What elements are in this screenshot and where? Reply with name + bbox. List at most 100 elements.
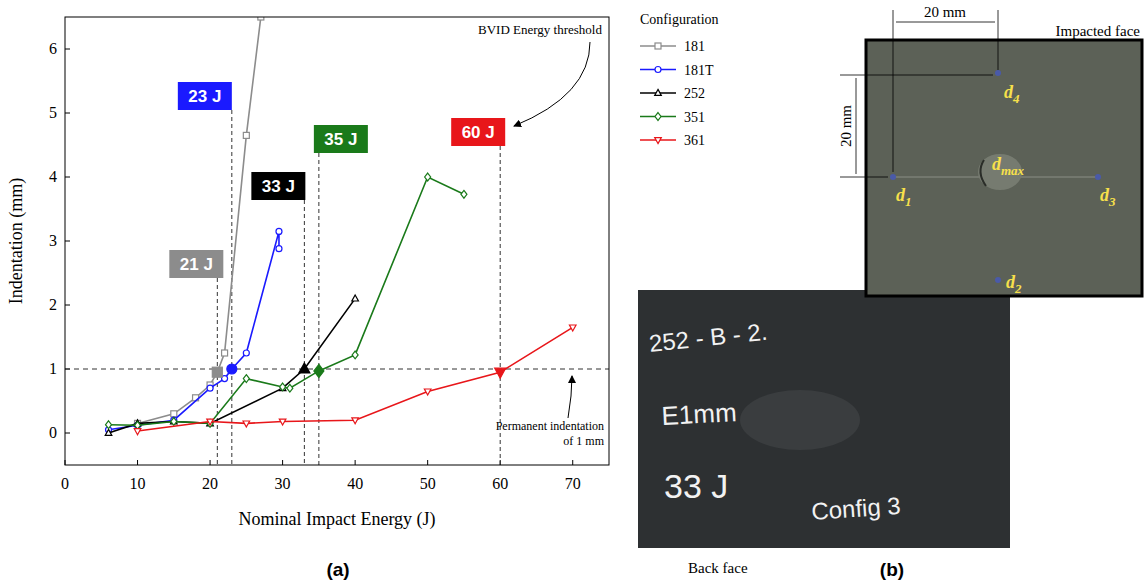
y-tick-label: 5 bbox=[49, 104, 57, 121]
measure-dot bbox=[890, 174, 896, 180]
series-marker bbox=[352, 418, 359, 424]
series-marker bbox=[134, 429, 141, 435]
panel-label: (b) bbox=[880, 559, 904, 580]
back-face-label: Back face bbox=[688, 560, 748, 576]
series-marker bbox=[569, 325, 576, 331]
series-line bbox=[138, 327, 573, 431]
series-marker bbox=[135, 421, 141, 429]
threshold-label: 35 J bbox=[324, 130, 357, 149]
x-tick-label: 30 bbox=[275, 475, 291, 492]
data bbox=[105, 17, 576, 435]
annotation: Permanent indentation bbox=[496, 419, 604, 433]
legend-label: 181 bbox=[684, 39, 705, 54]
x-tick-label: 0 bbox=[61, 475, 69, 492]
series-marker bbox=[287, 384, 293, 392]
threshold-marker bbox=[212, 367, 222, 377]
series-line bbox=[138, 17, 261, 423]
series-marker bbox=[171, 411, 177, 417]
x-tick-label: 70 bbox=[565, 475, 581, 492]
legend-title: Configuration bbox=[640, 12, 719, 27]
y-tick bbox=[65, 433, 70, 434]
series-marker bbox=[135, 422, 141, 428]
series-marker bbox=[105, 429, 112, 435]
series-marker bbox=[222, 350, 228, 356]
series-marker bbox=[243, 350, 249, 356]
series-marker bbox=[352, 351, 358, 359]
series-marker bbox=[207, 385, 213, 391]
x-tick bbox=[572, 460, 573, 465]
dimension-line bbox=[893, 10, 894, 172]
series-marker bbox=[243, 132, 249, 138]
series-marker bbox=[207, 419, 214, 425]
threshold-label: 23 J bbox=[188, 87, 221, 106]
legend-label: 351 bbox=[684, 110, 705, 125]
dimension-line bbox=[856, 78, 857, 174]
legend-marker bbox=[655, 89, 662, 95]
y-tick-label: 6 bbox=[49, 40, 57, 57]
threshold-label: 21 J bbox=[180, 255, 213, 274]
impacted-face-photo bbox=[866, 40, 1142, 296]
series-marker bbox=[352, 295, 359, 301]
y-tick bbox=[65, 177, 70, 178]
series-marker bbox=[276, 246, 282, 252]
legend-marker bbox=[655, 138, 662, 144]
panel-label: (a) bbox=[326, 559, 349, 580]
series-marker bbox=[425, 173, 431, 181]
legend-marker bbox=[655, 43, 661, 49]
dimension-label: 20 mm bbox=[838, 105, 854, 147]
dimension-line bbox=[998, 10, 999, 70]
dimension-label: 20 mm bbox=[924, 4, 966, 20]
thresholds: 21 J23 J33 J35 J60 J bbox=[169, 82, 505, 465]
y-tick-label: 3 bbox=[49, 232, 57, 249]
figure: 0102030405060700123456Nominal Impact Ene… bbox=[0, 0, 1148, 583]
series-marker bbox=[243, 375, 249, 383]
point-label: d1 bbox=[896, 185, 912, 209]
x-tick bbox=[427, 460, 428, 465]
handwriting: Config 3 bbox=[810, 492, 901, 525]
x-tick-label: 40 bbox=[347, 475, 363, 492]
handwriting: 252 - B - 2. bbox=[648, 318, 769, 357]
plot-frame bbox=[65, 17, 609, 465]
photo-shade bbox=[740, 390, 860, 450]
threshold-line bbox=[304, 200, 305, 465]
point-label-sub: 4 bbox=[1012, 91, 1020, 106]
threshold-line bbox=[318, 153, 319, 465]
series-line bbox=[109, 299, 356, 433]
y-tick-label: 2 bbox=[49, 296, 57, 313]
x-tick bbox=[210, 460, 211, 465]
y-tick-label: 1 bbox=[49, 360, 57, 377]
y-axis-title: Indentation (mm) bbox=[6, 178, 27, 304]
legend-label: 181T bbox=[684, 63, 714, 78]
threshold-label: 60 J bbox=[462, 123, 495, 142]
threshold-marker bbox=[314, 364, 324, 377]
handwriting: 33 J bbox=[664, 467, 728, 505]
back-face-photo bbox=[638, 290, 1010, 548]
reference-line bbox=[65, 369, 609, 370]
dimension-line bbox=[896, 22, 995, 23]
x-axis-title: Nominal Impact Energy (J) bbox=[238, 509, 435, 530]
point-label-sub: 2 bbox=[1014, 281, 1022, 296]
dimension-line bbox=[840, 177, 888, 178]
point-label-sub: 1 bbox=[905, 194, 912, 209]
point-label: d2 bbox=[1006, 272, 1022, 296]
point-label-sub: 3 bbox=[1108, 194, 1116, 209]
threshold-box bbox=[451, 118, 505, 146]
y-tick bbox=[65, 305, 70, 306]
series-marker bbox=[106, 421, 112, 429]
x-tick-label: 10 bbox=[130, 475, 146, 492]
series-line bbox=[109, 231, 279, 429]
series-marker bbox=[171, 418, 177, 426]
series-marker bbox=[207, 420, 213, 428]
threshold-marker bbox=[299, 363, 310, 373]
x-tick bbox=[137, 460, 138, 465]
series-marker bbox=[279, 419, 286, 425]
threshold-line bbox=[500, 146, 501, 465]
legend-marker bbox=[655, 113, 661, 121]
handwriting: E1mm bbox=[661, 397, 738, 431]
y-tick-label: 0 bbox=[49, 424, 57, 441]
legend-marker bbox=[655, 67, 661, 73]
point-label-sub: max bbox=[1001, 163, 1025, 178]
series-marker bbox=[280, 383, 286, 391]
y-tick bbox=[65, 241, 70, 242]
annotation-arrow bbox=[568, 376, 572, 418]
